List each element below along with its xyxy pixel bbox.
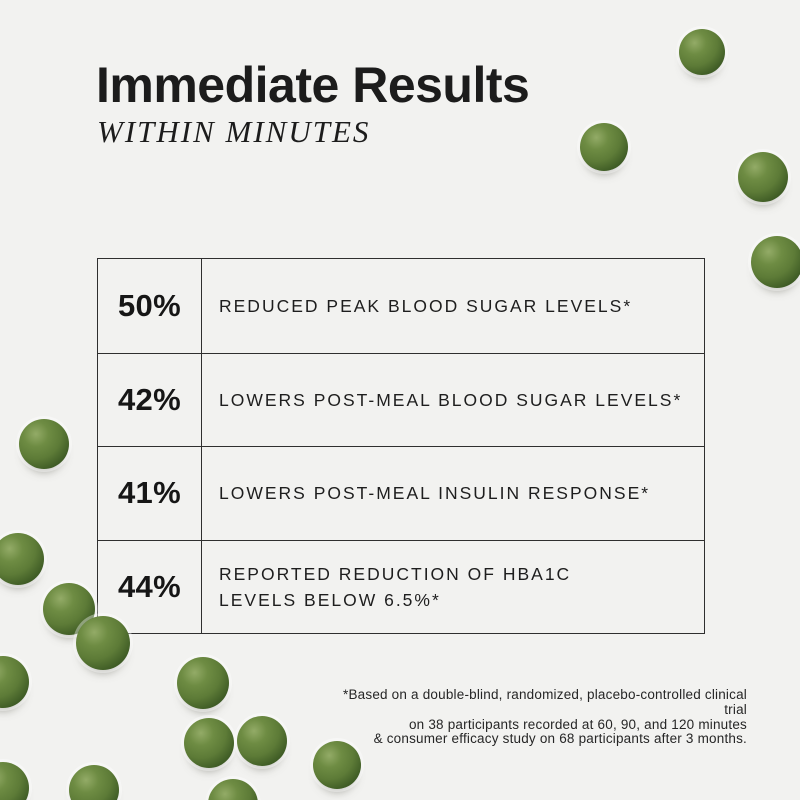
stat-label: LOWERS POST-MEAL INSULIN RESPONSE*	[219, 483, 651, 504]
green-pill-ball	[0, 533, 44, 585]
stat-value: 41%	[98, 447, 202, 540]
green-pill-ball	[208, 779, 258, 800]
page-title: Immediate Results	[96, 57, 530, 113]
green-pill-ball	[313, 741, 361, 789]
results-table: 50% REDUCED PEAK BLOOD SUGAR LEVELS* 42%…	[97, 258, 705, 634]
green-pill-ball	[177, 657, 229, 709]
green-pill-ball	[580, 123, 628, 171]
page-subtitle: WITHIN MINUTES	[97, 114, 371, 149]
green-pill-ball	[0, 656, 29, 708]
footnote-line: on 38 participants recorded at 60, 90, a…	[408, 716, 747, 732]
green-pill-ball	[237, 716, 287, 766]
table-row: 44% REPORTED REDUCTION OF HBA1C LEVELS B…	[98, 539, 704, 633]
stat-label: REPORTED REDUCTION OF HBA1C LEVELS BELOW…	[219, 563, 572, 610]
table-row: 41% LOWERS POST-MEAL INSULIN RESPONSE*	[98, 446, 704, 540]
clinical-trial-footnote: *Based on a double-blind, randomized, pl…	[317, 687, 747, 747]
green-pill-ball	[679, 29, 725, 75]
stat-label: LOWERS POST-MEAL BLOOD SUGAR LEVELS*	[219, 389, 683, 410]
table-row: 50% REDUCED PEAK BLOOD SUGAR LEVELS*	[98, 259, 704, 353]
green-pill-ball	[69, 765, 119, 800]
footnote-line: & consumer efficacy study on 68 particip…	[373, 731, 747, 747]
stat-value: 42%	[98, 353, 202, 446]
stat-value: 50%	[98, 259, 202, 353]
green-pill-ball	[19, 419, 69, 469]
green-pill-ball	[738, 152, 788, 202]
stat-label: REDUCED PEAK BLOOD SUGAR LEVELS*	[219, 295, 633, 316]
stat-value: 44%	[98, 540, 202, 633]
footnote-line: *Based on a double-blind, randomized, pl…	[343, 687, 747, 717]
green-pill-ball	[184, 718, 234, 768]
green-pill-ball	[0, 762, 29, 800]
green-pill-ball	[751, 236, 800, 288]
table-row: 42% LOWERS POST-MEAL BLOOD SUGAR LEVELS*	[98, 352, 704, 446]
green-pill-ball	[76, 616, 130, 670]
